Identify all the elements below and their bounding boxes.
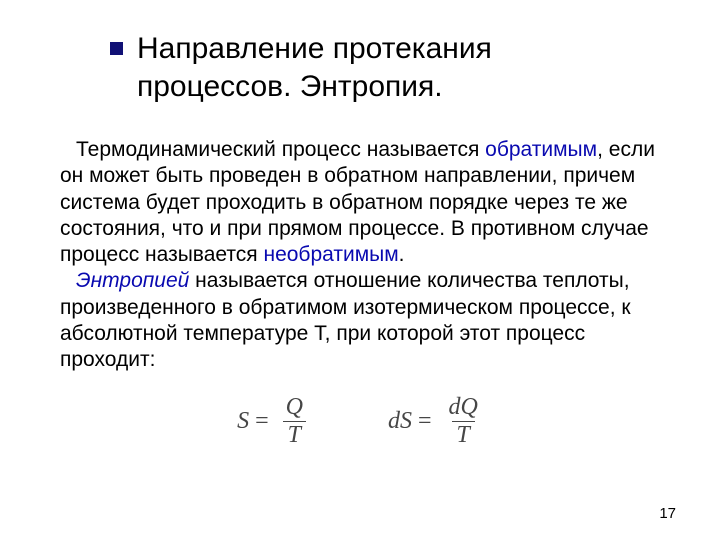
paragraph-1: Термодинамический процесс называется обр…	[60, 137, 670, 268]
paragraph-2: Энтропией называется отношение количеств…	[60, 268, 670, 373]
f1-numerator: Q	[281, 395, 308, 421]
f1-fraction: Q T	[281, 395, 308, 448]
slide-body: Термодинамический процесс называется обр…	[60, 137, 670, 373]
f1-lhs: S	[237, 408, 249, 435]
f2-lhs: dS	[388, 408, 412, 435]
slide-title-block: Направление протекания процессов. Энтроп…	[110, 30, 670, 105]
formula-entropy-differential: dS = dQ T	[388, 395, 483, 448]
f2-fraction: dQ T	[444, 395, 483, 448]
term-reversible: обратимым	[485, 138, 597, 161]
title-bullet	[110, 42, 123, 55]
f1-denominator: T	[283, 421, 306, 448]
p1-text-3: .	[399, 243, 405, 266]
f2-denominator: T	[452, 421, 475, 448]
f2-equals: =	[418, 408, 432, 435]
page-number: 17	[659, 505, 676, 522]
slide-title: Направление протекания процессов. Энтроп…	[137, 30, 492, 105]
formula-entropy: S = Q T	[237, 395, 308, 448]
term-entropy: Энтропией	[76, 269, 189, 292]
f1-equals: =	[255, 408, 269, 435]
formula-row: S = Q T dS = dQ T	[50, 395, 670, 448]
title-line-1: Направление протекания	[137, 32, 492, 65]
term-irreversible: необратимым	[263, 243, 398, 266]
f2-numerator: dQ	[444, 395, 483, 421]
title-line-2: процессов. Энтропия.	[137, 70, 443, 103]
p1-text-1: Термодинамический процесс называется	[76, 138, 485, 161]
